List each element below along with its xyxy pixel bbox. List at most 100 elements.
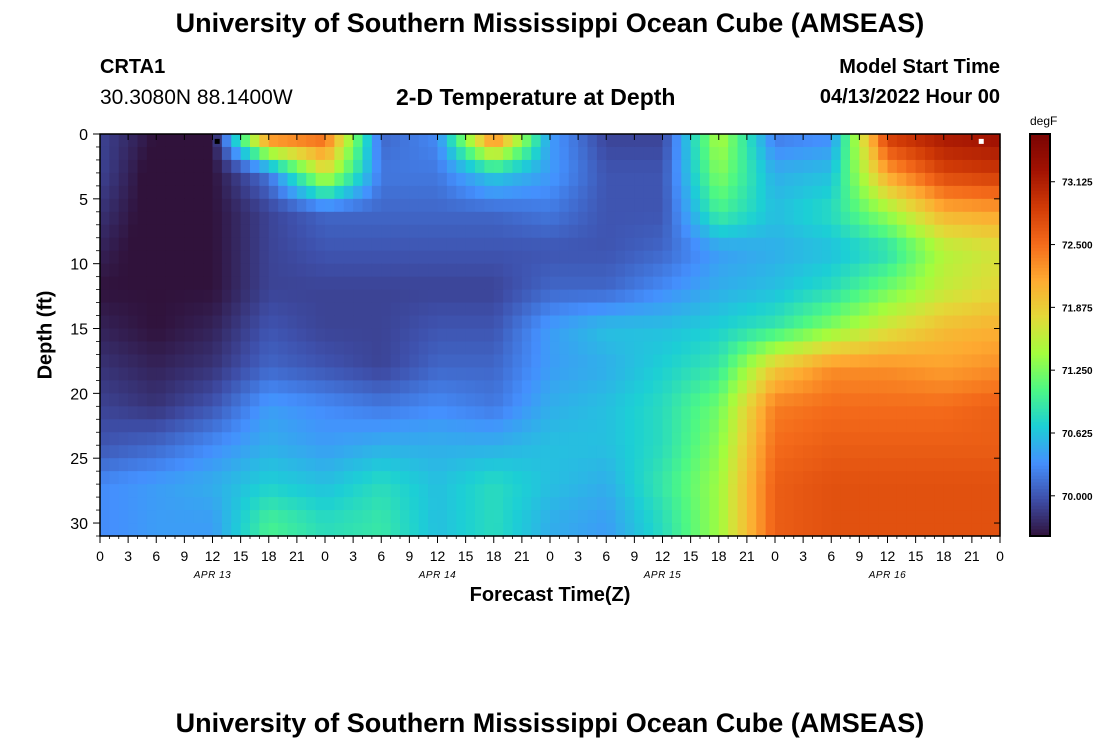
heatmap-cell (671, 484, 682, 498)
colorbar-swatch (1030, 237, 1050, 242)
heatmap-cell (137, 237, 148, 252)
colorbar-swatch (1030, 234, 1050, 239)
heatmap-cell (878, 458, 889, 472)
heatmap-cell (709, 510, 720, 524)
heatmap-cell (887, 445, 898, 459)
heatmap-cell (465, 341, 476, 356)
heatmap-cell (578, 263, 589, 278)
heatmap-cell (728, 523, 739, 537)
heatmap-cell (400, 471, 410, 485)
colorbar-swatch (1030, 274, 1050, 279)
heatmap-cell (718, 159, 729, 174)
heatmap-cell (287, 367, 298, 381)
heatmap-cell (662, 328, 673, 343)
heatmap-cell (531, 484, 542, 498)
heatmap-cell (212, 406, 223, 420)
heatmap-cell (625, 276, 635, 291)
heatmap-cell (493, 471, 504, 485)
colorbar-swatch (1030, 335, 1050, 339)
heatmap-cell (606, 211, 617, 226)
heatmap-cell (971, 406, 982, 420)
heatmap-cell (512, 484, 523, 498)
heatmap-cell (971, 237, 982, 252)
heatmap-cell (475, 328, 485, 343)
heatmap-cell (109, 432, 120, 446)
heatmap-cell (193, 510, 204, 524)
heatmap-cell (437, 510, 448, 524)
heatmap-cell (746, 211, 757, 226)
heatmap-cell (681, 134, 692, 148)
heatmap-cell (325, 484, 335, 498)
heatmap-cell (109, 315, 120, 330)
heatmap-cell (118, 445, 129, 459)
heatmap-cell (962, 302, 973, 317)
heatmap-cell (906, 159, 917, 174)
heatmap-cell (671, 172, 682, 187)
heatmap-cell (859, 289, 870, 304)
heatmap-cell (484, 510, 495, 524)
heatmap-cell (203, 134, 214, 148)
heatmap-cell (250, 250, 260, 265)
heatmap-cell (165, 185, 176, 200)
heatmap-cell (250, 134, 260, 148)
heatmap-cell (475, 315, 485, 330)
heatmap-cell (465, 237, 476, 252)
heatmap-cell (334, 523, 345, 537)
heatmap-cell (437, 471, 448, 485)
heatmap-cell (812, 328, 823, 343)
heatmap-cell (428, 445, 439, 459)
heatmap-cell (859, 445, 870, 459)
heatmap-cell (868, 146, 879, 161)
heatmap-cell (465, 211, 476, 226)
colorbar-swatch (1030, 311, 1050, 316)
heatmap-cell (662, 393, 673, 407)
heatmap-cell (906, 276, 917, 291)
heatmap-cell (259, 393, 270, 407)
colorbar-swatch (1030, 522, 1050, 527)
heatmap-cell (409, 406, 420, 420)
heatmap-cell (325, 393, 335, 407)
heatmap-cell (709, 497, 720, 511)
heatmap-cell (540, 211, 551, 226)
heatmap-cell (503, 250, 514, 265)
colorbar-swatch (1030, 502, 1050, 507)
heatmap-cell (568, 367, 579, 381)
heatmap-cell (700, 445, 710, 459)
heatmap-cell (128, 198, 139, 213)
heatmap-cell (315, 224, 326, 239)
heatmap-cell (915, 497, 926, 511)
heatmap-cell (943, 146, 954, 161)
heatmap-cell (250, 198, 260, 213)
heatmap-cell (850, 497, 860, 511)
heatmap-cell (381, 341, 392, 356)
colorbar-swatch (1030, 301, 1050, 306)
heatmap-cell (990, 134, 1001, 148)
heatmap-cell (671, 432, 682, 446)
heatmap-cell (503, 328, 514, 343)
heatmap-cell (728, 185, 739, 200)
colorbar-swatch (1030, 291, 1050, 296)
heatmap-cell (184, 380, 195, 394)
heatmap-cell (259, 328, 270, 343)
heatmap-cell (700, 484, 710, 498)
heatmap-cell (896, 263, 907, 278)
heatmap-cell (362, 172, 373, 187)
heatmap-cell (756, 497, 767, 511)
heatmap-cell (671, 237, 682, 252)
heatmap-cell (718, 406, 729, 420)
heatmap-cell (559, 134, 570, 148)
heatmap-cell (484, 224, 495, 239)
heatmap-cell (765, 211, 776, 226)
heatmap-cell (859, 484, 870, 498)
heatmap-cell (728, 146, 739, 161)
heatmap-cell (306, 510, 317, 524)
heatmap-cell (596, 354, 607, 369)
heatmap-cell (831, 354, 842, 369)
heatmap-cell (775, 185, 785, 200)
heatmap-cell (306, 484, 317, 498)
heatmap-cell (418, 380, 429, 394)
heatmap-cell (390, 224, 401, 239)
heatmap-cell (428, 432, 439, 446)
heatmap-cell (746, 458, 757, 472)
heatmap-cell (503, 185, 514, 200)
